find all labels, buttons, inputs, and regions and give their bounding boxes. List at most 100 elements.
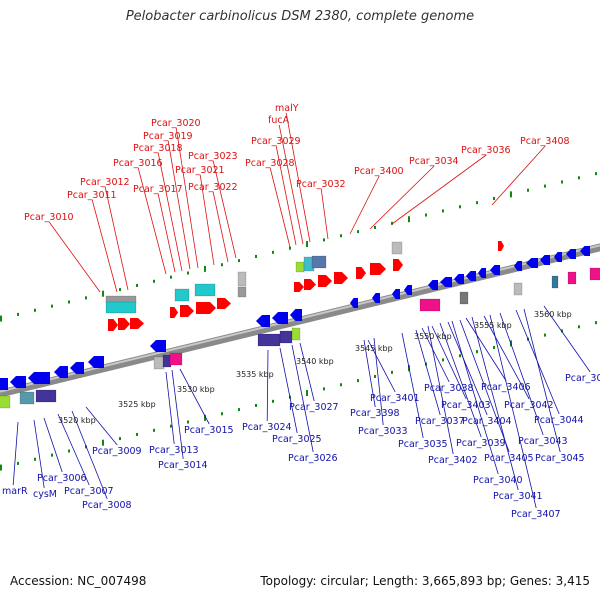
gene-label: Pcar_3402 [428,455,478,466]
tick-mark [0,464,2,471]
tick-mark [187,271,189,275]
gene-label: Pcar_3025 [272,434,322,445]
gene-label: Pcar_3011 [67,190,117,201]
tick-mark [527,188,529,192]
gene-feature [393,259,403,271]
gene-feature [540,255,550,265]
gene-feature [554,252,562,262]
gene-label: Pcar_3012 [80,177,130,188]
tick-mark [459,205,461,209]
tick-mark [374,374,376,378]
gene-label: Pcar_3010 [24,212,74,223]
gene-label: Pcar_3017 [133,184,183,195]
label-connector [157,193,176,273]
gene-feature [237,286,247,298]
tick-mark [493,196,495,200]
label-connector [471,316,519,491]
tick-mark [136,432,138,436]
label-connector [199,174,215,266]
gene-feature [174,288,190,302]
label-connector [421,327,450,383]
label-connector [269,167,291,248]
label-connector [165,371,175,445]
tick-mark [17,461,19,465]
gene-feature [10,376,26,388]
label-connector [275,145,297,246]
label-connector [320,188,329,240]
tick-mark [221,412,223,416]
tick-mark [17,312,19,316]
gene-label: Pcar_3044 [534,415,584,426]
gene-feature [170,307,178,318]
label-connector [212,160,237,259]
gene-label: Pcar_3024 [242,422,292,433]
scale-label: 3555 kbp [474,321,512,330]
gene-label: Pcar_3040 [473,475,523,486]
gene-label: Pcar_3403 [441,400,491,411]
gene-label: Pcar_3037 [415,416,465,427]
tick-mark [255,254,257,258]
gene-label: marR [2,486,28,497]
tick-mark [68,449,70,453]
gene-label: Pcar_3028 [245,158,295,169]
label-connector [279,347,298,434]
tick-mark [238,408,240,412]
gene-feature [0,395,11,409]
gene-label: Pcar_3034 [409,156,459,167]
scale-label: 3525 kbp [118,400,156,409]
tick-mark [119,288,121,292]
gene-label: Pcar_3405 [484,453,534,464]
label-connector [285,112,311,243]
tick-mark [425,213,427,217]
tick-mark [0,315,2,322]
tick-mark [102,290,104,297]
gene-feature [256,315,270,327]
tick-mark [493,345,495,349]
gene-feature [566,249,576,259]
label-connectors [12,112,591,509]
gene-feature [334,272,348,284]
tick-mark [442,358,444,362]
gene-label: Pcar_3041 [493,491,543,502]
gene-label: Pcar_3045 [535,453,585,464]
label-connector [543,305,591,373]
gene-feature [217,298,231,309]
label-connector [157,152,183,272]
gene-feature [153,356,165,370]
gene-feature [440,277,452,287]
tick-mark [323,387,325,391]
gene-label: Pcar_3036 [461,145,511,156]
gene-feature [459,291,469,305]
gene-feature [498,241,504,251]
tick-mark [238,259,240,263]
gene-feature [0,378,8,390]
gene-label: malY [275,103,299,114]
gene-feature [580,246,590,256]
gene-label: Pcar_3018 [133,143,183,154]
tick-mark [323,238,325,242]
label-connector [104,186,129,291]
label-connector [489,314,537,509]
tick-mark [34,308,36,312]
gene-feature [490,265,500,275]
label-connector [137,167,167,275]
gene-feature [196,302,216,314]
tick-mark [102,439,104,446]
gene-label: Pcar_3404 [462,416,512,427]
tick-mark [578,325,580,329]
gene-feature [130,318,144,329]
gene-label: Pcar_3008 [82,500,132,511]
tick-mark [204,265,206,272]
gene-label: Pcar_3027 [289,402,339,413]
label-connector [266,349,269,422]
label-connector [349,175,380,235]
tick-mark [306,390,308,397]
tick-mark [306,241,308,248]
gene-label: Pcar_3042 [504,400,554,411]
gene-label: cysM [33,489,57,500]
gene-label: Pcar_3015 [184,425,234,436]
accession-text: Accession: NC_007498 [10,574,147,588]
gene-label: Pcar_3014 [158,460,208,471]
label-connector [451,320,499,475]
gene-label: Pcar_3033 [358,426,408,437]
